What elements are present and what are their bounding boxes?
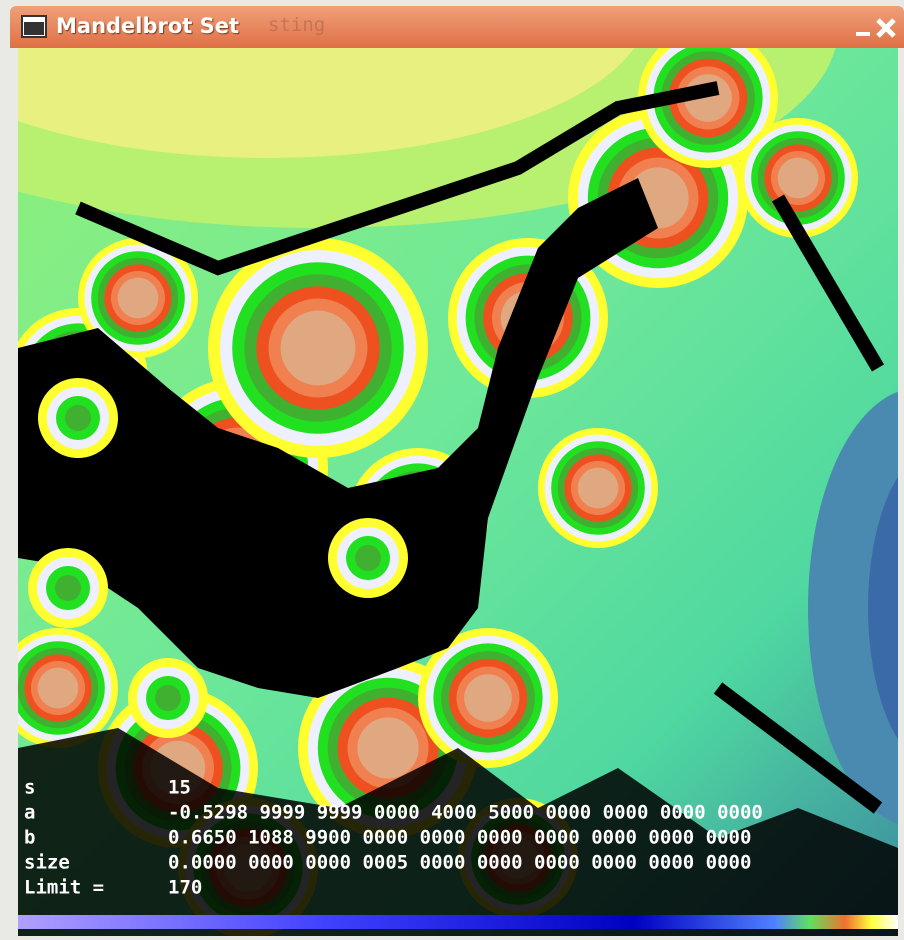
minimize-button[interactable] [856,32,870,36]
ghost-title: sting [268,14,326,36]
fractal-ring [55,575,81,601]
fractal-ring [357,717,419,779]
fractal-interior [18,728,898,936]
overlay-label: s [24,777,35,799]
fractal-interior [18,178,658,698]
blue-region [808,389,904,827]
fractal-ring [155,685,181,711]
overlay-label: b [24,827,35,849]
palette-bar [18,915,898,929]
overlay-value: 15 [168,777,191,799]
fractal-ring [65,405,91,431]
overlay-value: -0.5298 9999 9999 0000 4000 5000 0000 00… [168,802,763,824]
window-icon-body [24,22,44,35]
fractal-ring [777,157,819,199]
fractal-filament [75,81,885,814]
overlay-label: Limit = [24,877,104,899]
window-title: Mandelbrot Set [56,14,240,38]
fractal-ring [280,310,356,386]
overlay-value: 0.6650 1088 9900 0000 0000 0000 0000 000… [168,827,751,849]
close-button[interactable] [876,18,896,38]
overlay-label: a [24,802,35,824]
overlay-text: s 15 a -0.5298 9999 9999 0000 4000 5000 000… [24,777,763,899]
fractal-ring [464,674,512,722]
fractal-ring [577,467,619,509]
fractal-ring [355,545,381,571]
blue-region [868,468,904,748]
overlay-label: size [24,852,70,874]
fractal-ring [37,667,79,709]
overlay-value: 0.0000 0000 0000 0005 0000 0000 0000 000… [168,852,751,874]
overlay-value: 170 [168,877,202,899]
fractal-ring [117,277,159,319]
title-icons [21,15,896,38]
title-bar: sting Mandelbrot Set [10,6,904,48]
